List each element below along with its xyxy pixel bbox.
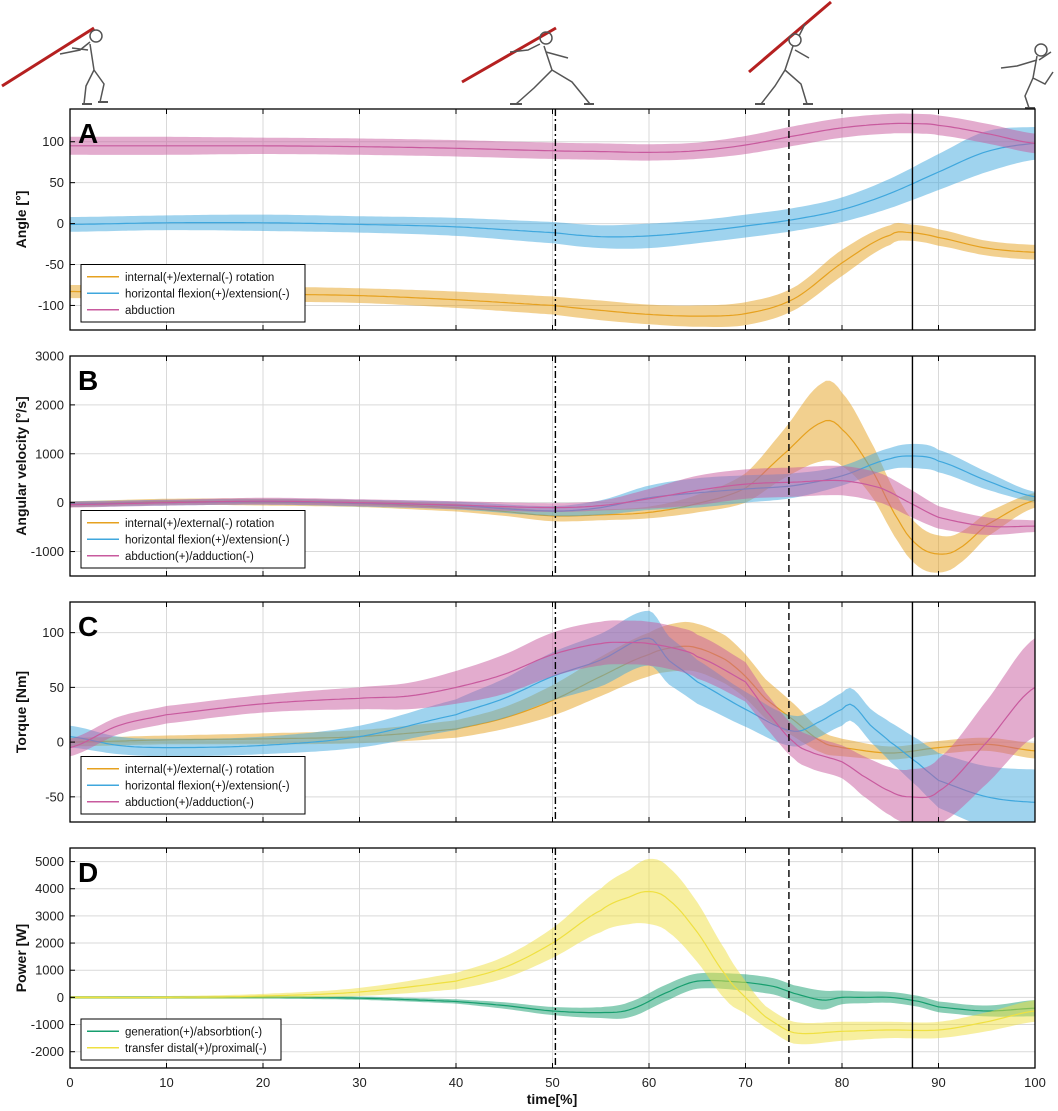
thrower-figure-release bbox=[1000, 43, 1054, 109]
y-tick-label: -1000 bbox=[31, 1017, 64, 1032]
legend-entry: internal(+)/external(-) rotation bbox=[125, 764, 274, 776]
legend-entry: horizontal flexion(+)/extension(-) bbox=[125, 534, 290, 546]
panel-letter: C bbox=[78, 611, 98, 642]
y-tick-label: 50 bbox=[50, 680, 64, 695]
x-axis-label: time[%] bbox=[527, 1091, 578, 1107]
legend-entry: horizontal flexion(+)/extension(-) bbox=[125, 288, 290, 300]
y-tick-label: 50 bbox=[50, 175, 64, 190]
x-tick-label: 10 bbox=[159, 1075, 173, 1090]
series-band-0 bbox=[70, 222, 1035, 327]
javelin-icon bbox=[461, 26, 557, 84]
x-tick-label: 50 bbox=[545, 1075, 559, 1090]
plot-area bbox=[70, 610, 1035, 822]
y-tick-label: -1000 bbox=[31, 544, 64, 559]
legend-entry: abduction bbox=[125, 305, 175, 317]
y-tick-label: -100 bbox=[38, 298, 64, 313]
y-tick-label: 100 bbox=[42, 134, 64, 149]
legend: generation(+)/absorbtion(-) transfer dist… bbox=[80, 1018, 282, 1061]
y-tick-label: 1000 bbox=[35, 446, 64, 461]
plot-area bbox=[70, 380, 1035, 573]
x-tick-label: 90 bbox=[931, 1075, 945, 1090]
series-line-2 bbox=[70, 122, 1035, 153]
legend: internal(+)/external(-) rotation horizont… bbox=[80, 510, 306, 569]
legend-entry: generation(+)/absorbtion(-) bbox=[125, 1026, 262, 1038]
legend-entry: horizontal flexion(+)/extension(-) bbox=[125, 780, 290, 792]
y-tick-label: 3000 bbox=[35, 349, 64, 364]
panel-D: 5000 4000 3000 2000 1000 0 -1000 -2000 Power [W]… bbox=[13, 847, 1036, 1069]
panel-letter: B bbox=[78, 365, 98, 396]
series-band-1 bbox=[70, 858, 1035, 1045]
y-tick-label: -50 bbox=[45, 257, 64, 272]
x-tick-label: 100 bbox=[1024, 1075, 1046, 1090]
x-tick-label: 60 bbox=[642, 1075, 656, 1090]
y-axis-label: Angular velocity [°/s] bbox=[13, 396, 29, 535]
y-axis-label: Power [W] bbox=[13, 924, 29, 992]
x-tick-label: 30 bbox=[352, 1075, 366, 1090]
y-axis-label: Torque [Nm] bbox=[13, 671, 29, 753]
y-tick-label: 0 bbox=[57, 735, 64, 750]
y-tick-label: 0 bbox=[57, 990, 64, 1005]
legend-box bbox=[80, 1018, 282, 1061]
y-tick-label: -50 bbox=[45, 789, 64, 804]
legend-entry: transfer distal(+)/proximal(-) bbox=[125, 1043, 267, 1055]
x-tick-label: 40 bbox=[449, 1075, 463, 1090]
thrower-figure-delivery bbox=[748, 0, 832, 105]
plot-area bbox=[70, 113, 1035, 327]
panel-letter: D bbox=[78, 857, 98, 888]
series-line-1 bbox=[70, 142, 1035, 238]
panel-letter: A bbox=[78, 118, 98, 149]
panel-A: 100 50 0 -50 -100 Angle [°] Ainternal(+)/exter… bbox=[13, 108, 1036, 331]
series-line-1 bbox=[70, 890, 1035, 1035]
x-tick-label: 20 bbox=[256, 1075, 270, 1090]
legend-entry: internal(+)/external(-) rotation bbox=[125, 518, 274, 530]
panel-C: 100 50 0 -50 Torque [Nm] Cinternal(+)/externa… bbox=[13, 601, 1036, 823]
y-tick-label: 0 bbox=[57, 495, 64, 510]
plot-area bbox=[70, 858, 1035, 1045]
series-band-2 bbox=[70, 465, 1035, 535]
legend-entry: abduction(+)/adduction(-) bbox=[125, 797, 254, 809]
series-band-2 bbox=[70, 113, 1035, 161]
thrower-figure-plant bbox=[461, 26, 594, 105]
javelin-icon bbox=[1, 26, 95, 88]
y-tick-label: -2000 bbox=[31, 1044, 64, 1059]
thrower-figure-start bbox=[1, 26, 108, 105]
legend: internal(+)/external(-) rotation horizont… bbox=[80, 264, 306, 323]
y-tick-label: 0 bbox=[57, 216, 64, 231]
y-tick-label: 100 bbox=[42, 625, 64, 640]
legend: internal(+)/external(-) rotation horizont… bbox=[80, 756, 306, 815]
series-band-1 bbox=[70, 127, 1035, 249]
legend-entry: abduction(+)/adduction(-) bbox=[125, 551, 254, 563]
y-tick-label: 3000 bbox=[35, 908, 64, 923]
y-axis-label: Angle [°] bbox=[13, 191, 29, 249]
series-band-2 bbox=[70, 620, 1035, 822]
series-line-2 bbox=[70, 641, 1035, 799]
x-tick-label: 80 bbox=[835, 1075, 849, 1090]
y-tick-label: 2000 bbox=[35, 397, 64, 412]
y-tick-label: 5000 bbox=[35, 854, 64, 869]
series-band-0 bbox=[70, 972, 1035, 1019]
series-line-2 bbox=[70, 479, 1035, 528]
y-tick-label: 4000 bbox=[35, 881, 64, 896]
y-tick-label: 1000 bbox=[35, 963, 64, 978]
y-tick-label: 2000 bbox=[35, 936, 64, 951]
series-band-0 bbox=[70, 380, 1035, 573]
legend-entry: internal(+)/external(-) rotation bbox=[125, 272, 274, 284]
x-tick-label: 70 bbox=[738, 1075, 752, 1090]
x-tick-label: 0 bbox=[66, 1075, 73, 1090]
